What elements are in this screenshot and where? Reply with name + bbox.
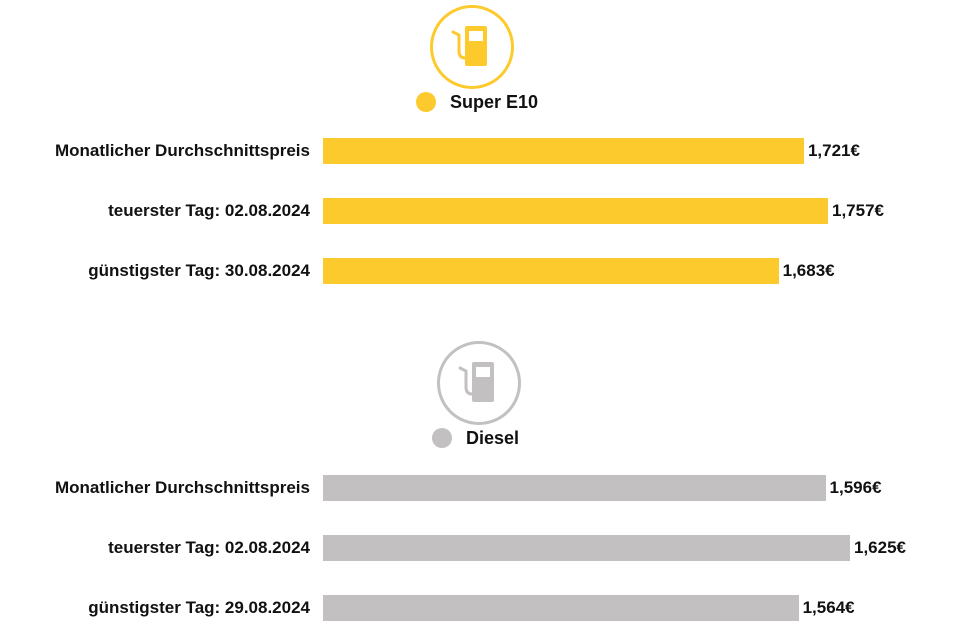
legend: Super E10 <box>416 90 538 114</box>
category-label: günstigster Tag: 29.08.2024 <box>88 598 310 617</box>
data-label: 1,757€ <box>832 201 884 220</box>
bar <box>323 198 828 224</box>
legend-dot <box>432 428 452 448</box>
category-label: günstigster Tag: 30.08.2024 <box>88 261 310 280</box>
category-label: Monatlicher Durchschnittspreis <box>54 141 310 160</box>
category-label: Monatlicher Durchschnittspreis <box>54 478 310 497</box>
data-label: 1,625€ <box>854 538 906 557</box>
legend-label: Super E10 <box>450 91 539 112</box>
legend-label: Diesel <box>466 427 520 448</box>
super-e10-panel: Super E10 Monatlicher Durchschnittspreis… <box>0 0 962 300</box>
data-label: 1,564€ <box>802 598 855 617</box>
legend-dot <box>416 92 436 112</box>
bar <box>323 475 826 501</box>
fuel-pump-icon <box>436 340 522 426</box>
bar <box>323 595 799 621</box>
bar <box>323 258 779 284</box>
bar <box>323 138 804 164</box>
data-label: 1,683€ <box>782 261 835 280</box>
data-label: 1,721€ <box>807 141 860 160</box>
legend: Diesel <box>432 426 519 450</box>
bar <box>323 535 850 561</box>
category-label: teuerster Tag: 02.08.2024 <box>108 538 310 557</box>
category-label: teuerster Tag: 02.08.2024 <box>108 201 310 220</box>
fuel-pump-icon <box>429 4 515 90</box>
data-label: 1,596€ <box>829 478 882 497</box>
